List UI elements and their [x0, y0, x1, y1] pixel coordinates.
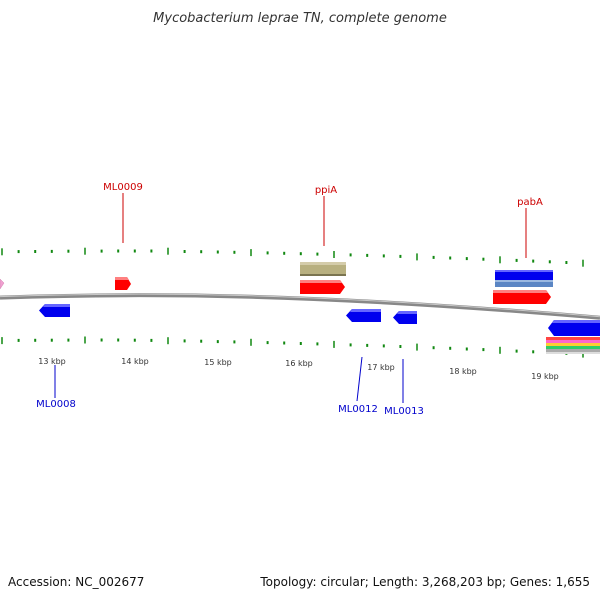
kbp-label: 14 kbp [121, 357, 149, 366]
kbp-label: 19 kbp [531, 372, 559, 381]
gene-label-paba[interactable]: pabA [517, 197, 543, 258]
kbp-label: 16 kbp [285, 359, 313, 368]
feature-olive-ppia[interactable] [300, 262, 346, 276]
kbp-scale-labels: 13 kbp 14 kbp 15 kbp 16 kbp 17 kbp 18 kb… [38, 357, 559, 381]
genome-backbone [0, 293, 600, 320]
kbp-label: 18 kbp [449, 367, 477, 376]
gene-blue-right-partial[interactable] [548, 320, 600, 336]
gene-ppia[interactable] [300, 280, 345, 294]
gene-label-ml0013[interactable]: ML0013 [384, 359, 424, 417]
outer-tick-track [1, 247, 584, 267]
gene-label-ml0008[interactable]: ML0008 [36, 365, 76, 410]
gene-ml0008[interactable] [39, 304, 70, 317]
accession-text: Accession: NC_002677 [8, 575, 144, 589]
map-title: Mycobacterium leprae TN, complete genome [153, 11, 447, 26]
gene-label-text: ppiA [315, 185, 337, 196]
genome-summary-text: Topology: circular; Length: 3,268,203 bp… [259, 575, 590, 589]
inner-tick-track [1, 336, 584, 358]
feature-pink-partial[interactable] [0, 278, 5, 290]
gene-label-ml0009[interactable]: ML0009 [103, 182, 143, 243]
gene-paba[interactable] [493, 290, 551, 304]
gene-label-text: ML0008 [36, 399, 76, 410]
gene-label-ml0012[interactable]: ML0012 [338, 356, 378, 415]
gene-label-text: ML0013 [384, 406, 424, 417]
gene-ml0012[interactable] [346, 309, 381, 322]
kbp-label: 13 kbp [38, 357, 66, 366]
gene-label-text: ML0012 [338, 404, 378, 415]
kbp-label: 15 kbp [204, 358, 232, 367]
genome-backbone-highlight [0, 293, 600, 318]
feature-multicolor-stack[interactable] [546, 337, 600, 354]
gene-label-text: ML0009 [103, 182, 143, 193]
feature-blue-paba[interactable] [495, 270, 553, 287]
gene-label-text: pabA [517, 197, 543, 208]
gene-ml0009[interactable] [115, 277, 131, 290]
gene-ml0013[interactable] [393, 311, 417, 324]
gene-label-ppia[interactable]: ppiA [315, 185, 337, 246]
kbp-label: 17 kbp [367, 363, 395, 372]
